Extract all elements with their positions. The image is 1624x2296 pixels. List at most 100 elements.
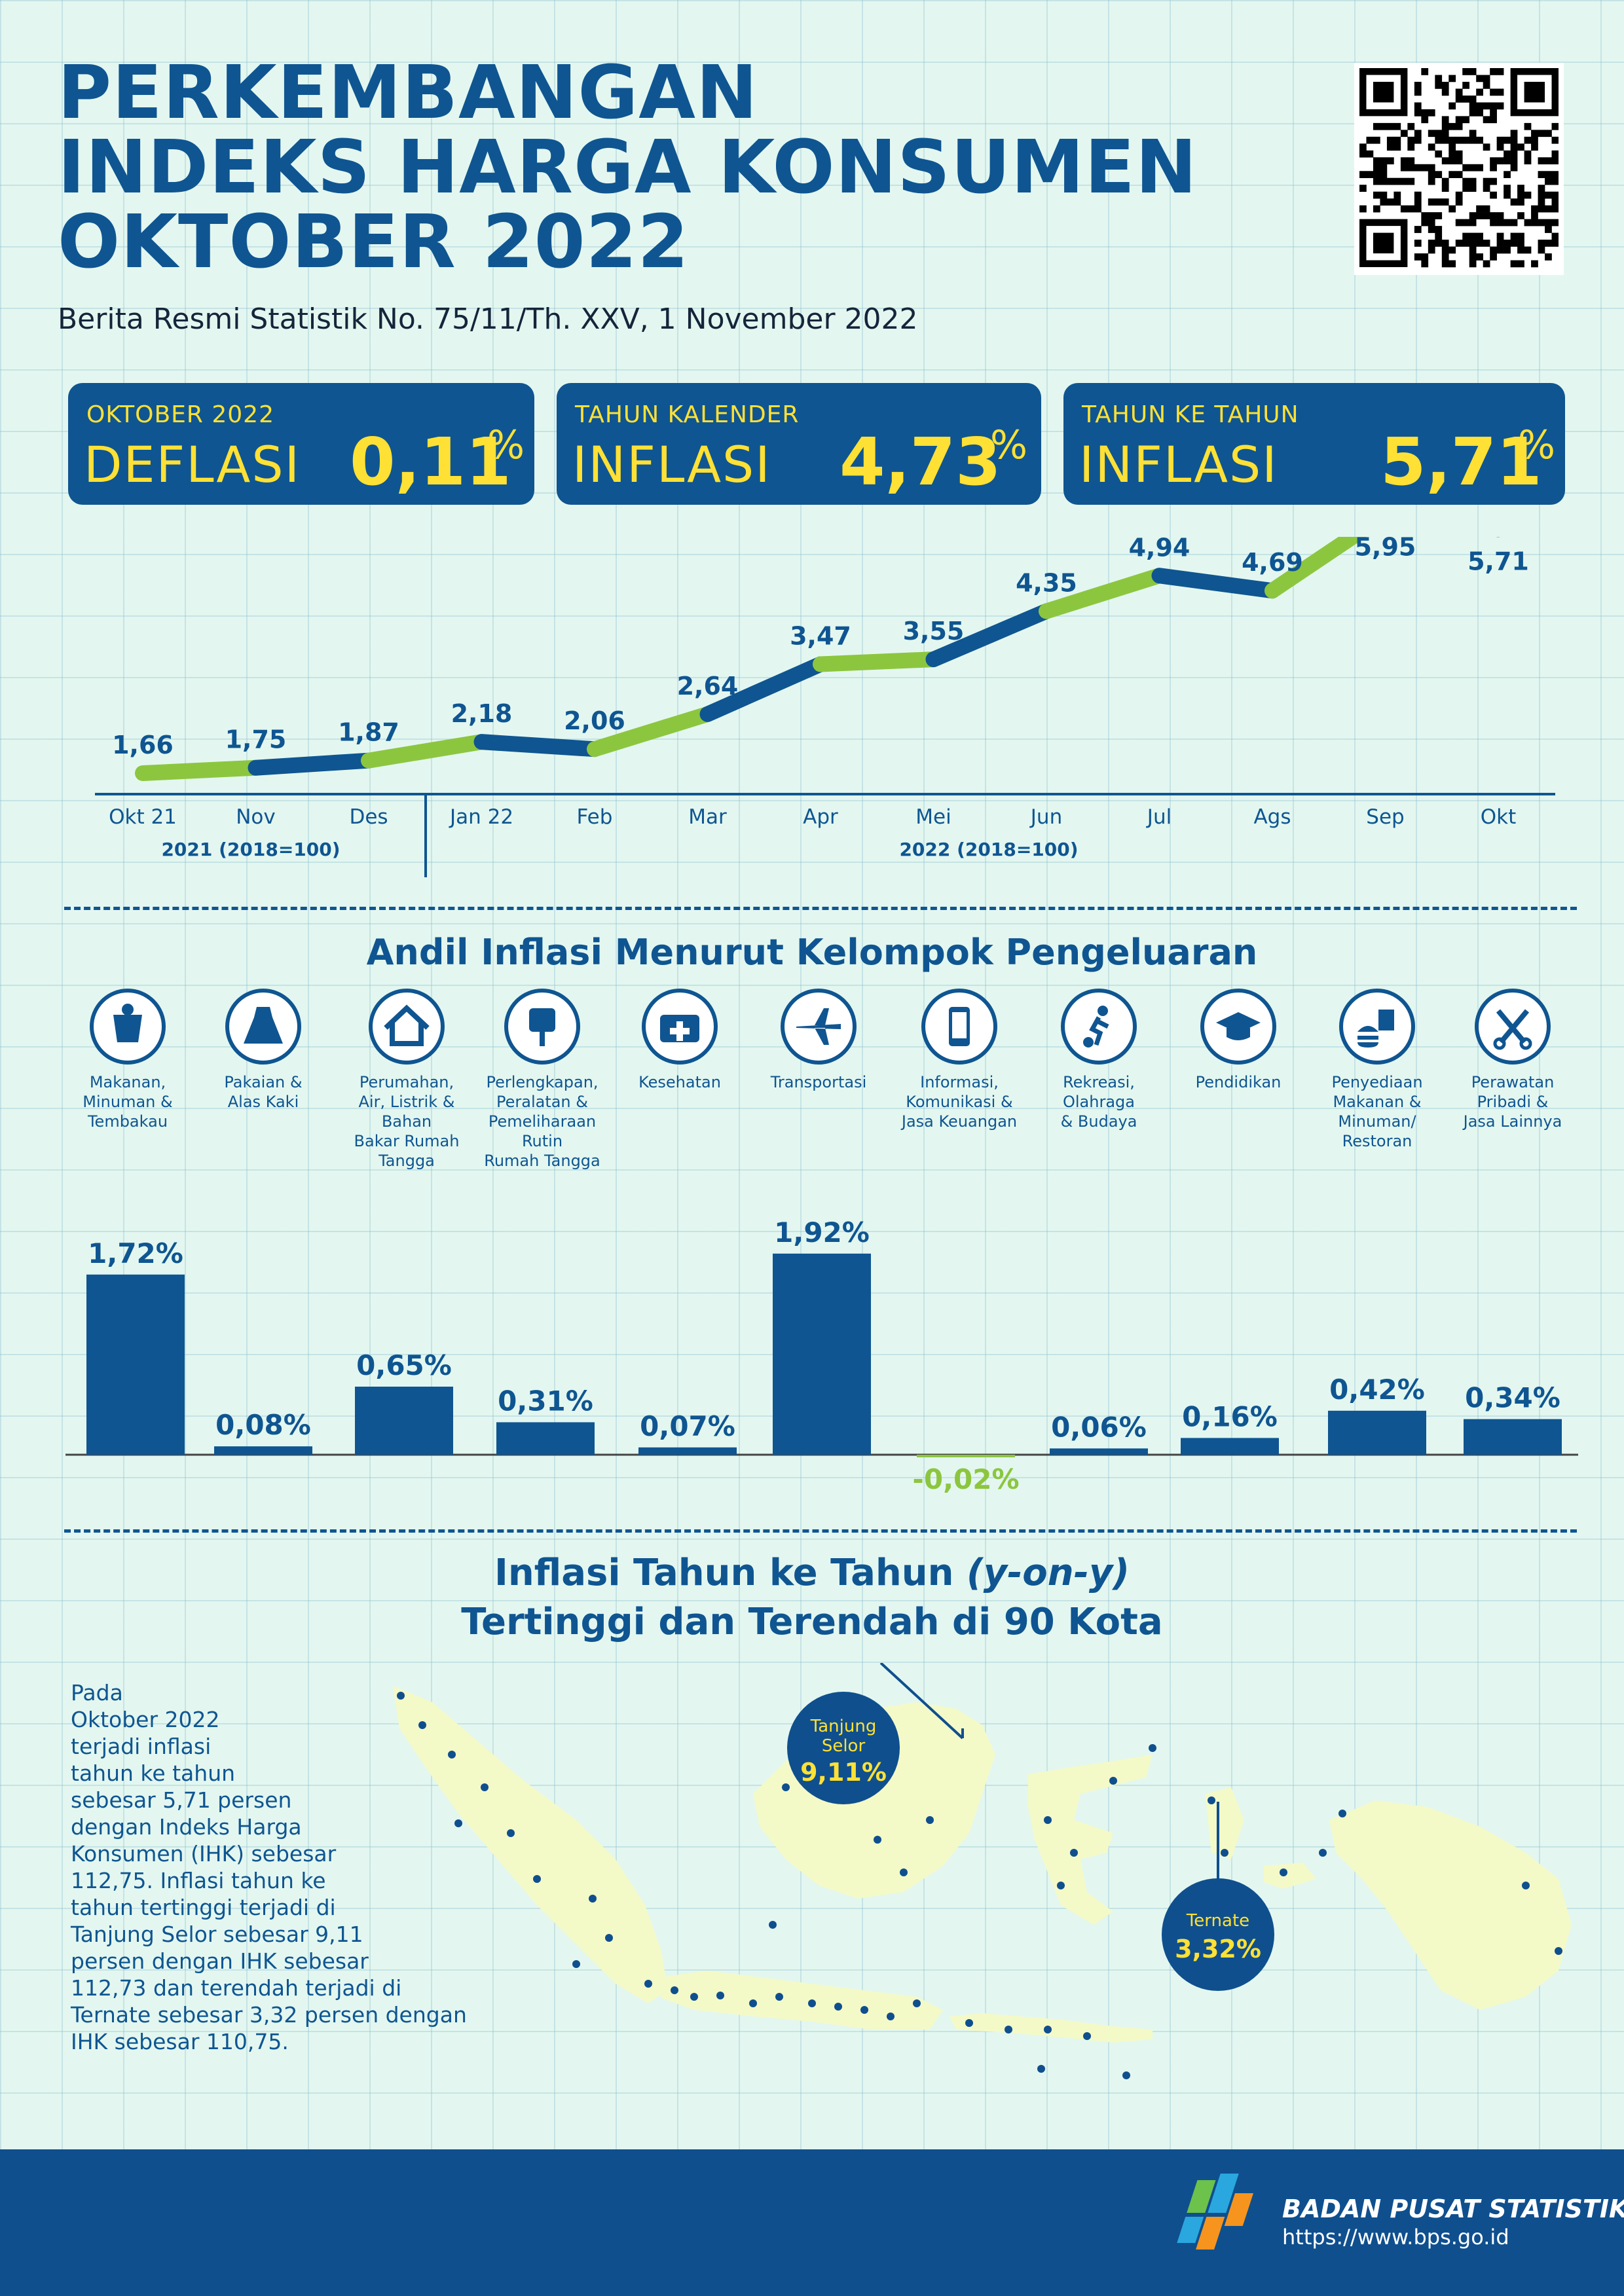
power-plug-icon [504, 989, 580, 1065]
indonesia-map: Tanjung Selor 9,11% Ternate 3,32% [393, 1663, 1572, 2079]
line-segment [1039, 568, 1168, 619]
city-dot [1555, 1947, 1562, 1955]
line-segment [587, 706, 716, 757]
period-label-2021: 2021 (2018=100) [161, 839, 340, 860]
category-1: Makanan, Minuman & Tembakau [62, 989, 193, 1131]
bar-value-label: -0,02% [912, 1463, 1019, 1495]
category-name: Perawatan Pribadi & Jasa Lainnya [1463, 1073, 1562, 1131]
city-dot [782, 1783, 790, 1791]
line-segment [361, 734, 490, 769]
stat-unit: % [990, 422, 1028, 468]
lowest-city-value: 3,32% [1175, 1935, 1261, 1963]
x-tick-label: Feb [577, 805, 613, 829]
bar [1050, 1448, 1148, 1455]
contribution-bar-chart: 1,72% 0,08% 0,65% 0,31% 0,07% 1,92% -0,02% 0,06… [65, 1216, 1578, 1495]
category-name: Makanan, Minuman & Tembakau [83, 1073, 173, 1131]
highest-city-name-2: Selor [822, 1736, 866, 1756]
org-url[interactable]: https://www.bps.go.id [1282, 2225, 1509, 2250]
city-dot [690, 1993, 698, 2001]
bar-chart-title: Andil Inflasi Menurut Kelompok Pengeluar… [366, 932, 1258, 973]
page-subtitle: Berita Resmi Statistik No. 75/11/Th. XXV… [58, 302, 918, 336]
map-description-line: Ternate sebesar 3,32 persen dengan [71, 2002, 467, 2028]
bar [638, 1447, 737, 1455]
category-10: Penyediaan Makanan & Minuman/Restoran [1312, 989, 1443, 1151]
category-name: Pakaian & Alas Kaki [224, 1073, 303, 1111]
data-label: 4,94 [1129, 537, 1190, 562]
category-11: Perawatan Pribadi & Jasa Lainnya [1447, 989, 1578, 1131]
city-dot [749, 1999, 757, 2007]
bar-value-label: 0,31% [498, 1385, 593, 1417]
stat-unit: % [1518, 422, 1556, 468]
airplane-icon [781, 989, 857, 1065]
x-tick-label: Apr [803, 805, 838, 829]
city-dot [874, 1836, 881, 1844]
inflation-line-chart: 1,66 Okt 21 1,75 Nov 1,87 Des 2,18 Jan 22 2,06 Fe… [95, 537, 1555, 877]
data-label: 5,95 [1355, 537, 1416, 561]
category-name: Transportasi [770, 1073, 867, 1091]
line-segment [1151, 568, 1280, 599]
page-title: PERKEMBANGAN INDEKS HARGA KONSUMEN OKTOB… [58, 56, 1302, 280]
data-label: 2,06 [564, 706, 625, 735]
bar-value-label: 1,92% [774, 1216, 870, 1248]
bar [1464, 1419, 1562, 1455]
city-dot [808, 1999, 816, 2007]
footer-bar [0, 2149, 1624, 2296]
line-segment [135, 759, 264, 781]
callout-line [879, 1663, 964, 1740]
category-name: Pendidikan [1195, 1073, 1282, 1091]
x-tick-label: Okt 21 [109, 805, 177, 829]
map-description-line: IHK sebesar 110,75. [71, 2029, 289, 2054]
map-description-line: tahun ke tahun [71, 1760, 236, 1786]
bar [1328, 1410, 1426, 1455]
bps-logo-icon[interactable] [1169, 2167, 1267, 2259]
stat-label: TAHUN KE TAHUN [1082, 401, 1299, 428]
city-dot [1221, 1849, 1228, 1857]
bar-value-label: 0,65% [356, 1349, 452, 1381]
data-label: 4,69 [1242, 548, 1303, 577]
data-label: 2,18 [451, 699, 513, 728]
line-segment [473, 734, 602, 757]
category-2: Pakaian & Alas Kaki [198, 989, 329, 1112]
map-description-line: Tanjung Selor sebesar 9,11 [71, 1922, 363, 1947]
city-dot [644, 1980, 652, 1988]
x-tick-label: Mar [688, 805, 727, 829]
x-tick-label: Mei [915, 805, 951, 829]
city-dot [1083, 2032, 1091, 2040]
graduation-cap-icon [1200, 989, 1276, 1065]
city-dot [1319, 1849, 1327, 1857]
title-line-1: PERKEMBANGAN [58, 50, 758, 136]
city-dot [1338, 1810, 1346, 1817]
qr-code-icon[interactable] [1354, 63, 1564, 275]
category-8: Rekreasi, Olahraga & Budaya [1033, 989, 1164, 1131]
city-dot [913, 1999, 921, 2007]
line-segment [813, 651, 942, 672]
x-tick-label: Jan 22 [449, 805, 513, 829]
stat-kind: INFLASI [1079, 435, 1278, 494]
x-tick-label: Sep [1366, 805, 1404, 829]
stat-value: 0,11 [350, 424, 511, 500]
city-dot [481, 1783, 489, 1791]
stat-kind: INFLASI [572, 435, 771, 494]
city-dot [926, 1816, 934, 1824]
city-dot [716, 1992, 724, 1999]
category-6: Transportasi [753, 989, 884, 1092]
city-dot [1037, 2065, 1045, 2073]
map-title-italic: (y-on-y) [966, 1552, 1130, 1594]
stat-box-year-on-year: TAHUN KE TAHUN INFLASI 5,71 % [1063, 383, 1565, 505]
scissors-comb-icon [1475, 989, 1551, 1065]
soccer-player-icon [1061, 989, 1137, 1065]
data-label: 3,55 [903, 617, 965, 646]
city-dot [454, 1819, 462, 1827]
stat-unit: % [487, 422, 525, 468]
highest-city-name-1: Tanjung [810, 1717, 877, 1736]
line-segment [925, 603, 1054, 668]
city-dot [448, 1751, 456, 1758]
city-dot [1149, 1744, 1156, 1752]
city-dot [1522, 1882, 1530, 1889]
category-4: Perlengkapan, Peralatan & Pemeliharaan Ruti… [477, 989, 608, 1171]
city-dot [1122, 2071, 1130, 2079]
bar-value-label: 1,72% [88, 1237, 183, 1269]
x-tick-label: Des [349, 805, 388, 829]
data-label: 4,35 [1016, 569, 1077, 598]
bar [1181, 1438, 1279, 1455]
